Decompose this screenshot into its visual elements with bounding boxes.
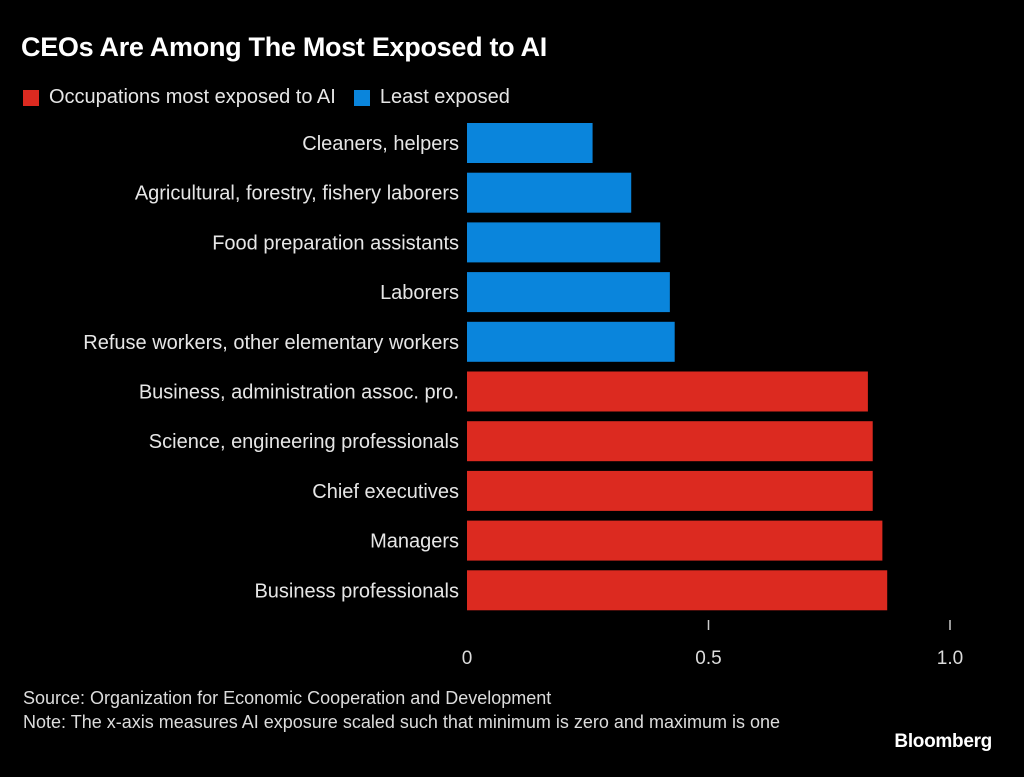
category-label: Refuse workers, other elementary workers xyxy=(83,332,459,354)
x-tick-label: 1.0 xyxy=(937,648,963,669)
category-label: Food preparation assistants xyxy=(212,232,459,254)
bar-chart: Cleaners, helpers Agricultural, forestry,… xyxy=(83,123,963,669)
legend-swatch-least-exposed xyxy=(353,89,370,106)
bar-business-administration-assoc-pro xyxy=(467,371,868,412)
bar-agricultural-forestry-fishery-laborers xyxy=(467,172,632,213)
legend-item-least-exposed: Least exposed xyxy=(353,86,510,109)
category-label: Business professionals xyxy=(254,580,459,602)
legend-swatch-most-exposed xyxy=(23,89,39,106)
legend: Occupations most exposed to AI Least exp… xyxy=(23,86,528,109)
bar-cleaners-helpers xyxy=(467,123,593,163)
category-label: Laborers xyxy=(380,282,459,304)
x-tick-label: 0 xyxy=(462,648,473,669)
bar-refuse-workers-other-elementary-workers xyxy=(467,321,675,362)
category-label: Cleaners, helpers xyxy=(302,133,459,155)
source-note: Source: Organization for Economic Cooper… xyxy=(23,688,552,708)
x-tick-label: 0.5 xyxy=(695,648,721,669)
legend-item-most-exposed: Occupations most exposed to AI xyxy=(23,86,336,109)
legend-label-most-exposed: Occupations most exposed to AI xyxy=(49,86,336,108)
bar-food-preparation-assistants xyxy=(467,222,661,263)
bloomberg-logo: Bloomberg xyxy=(894,731,992,752)
category-label: Chief executives xyxy=(312,481,459,503)
category-label: Business, administration assoc. pro. xyxy=(139,382,459,404)
bar-laborers xyxy=(467,272,670,313)
bar-managers xyxy=(467,520,883,561)
bar-science-engineering-professionals xyxy=(467,421,873,462)
bar-business-professionals xyxy=(467,570,888,611)
footer: Source: Organization for Economic Cooper… xyxy=(23,686,783,734)
category-label: Agricultural, forestry, fishery laborers xyxy=(135,183,459,205)
axis-note: Note: The x-axis measures AI exposure sc… xyxy=(23,712,780,732)
category-label: Managers xyxy=(370,531,459,553)
category-label: Science, engineering professionals xyxy=(149,431,459,453)
bar-chief-executives xyxy=(467,470,873,511)
legend-label-least-exposed: Least exposed xyxy=(379,86,510,108)
chart-title: CEOs Are Among The Most Exposed to AI xyxy=(21,32,547,62)
